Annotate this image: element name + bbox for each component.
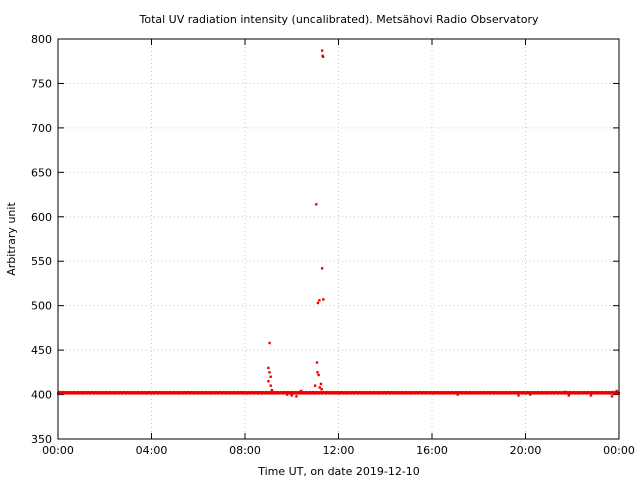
x-tick-label: 00:00 [42,444,74,457]
data-series [57,49,620,398]
data-point [269,384,272,387]
x-axis-ticks: 00:00 04:00 08:00 12:00 16:00 20:00 00:00 [42,39,635,457]
y-tick-label: 650 [31,166,52,179]
y-axis-ticks: 350 400 450 500 550 600 650 700 750 800 [31,33,619,446]
data-point [315,361,319,364]
data-point [267,380,270,383]
y-tick-label: 600 [31,211,52,224]
data-point [456,393,459,396]
x-tick-label: 16:00 [416,444,448,457]
data-point [316,301,320,305]
data-point [318,386,321,389]
data-point [299,389,303,393]
data-point [290,394,293,397]
data-point [269,375,272,378]
y-tick-label: 450 [31,344,52,357]
data-point [267,366,270,370]
y-tick-label: 400 [31,389,52,402]
data-point [528,393,532,396]
data-point [320,267,324,270]
data-point [313,384,317,387]
data-point [319,382,323,386]
y-tick-label: 350 [31,433,52,446]
data-point [268,341,271,345]
data-point [517,394,520,397]
data-point [268,371,271,374]
data-point [295,395,298,398]
y-tick-label: 550 [31,255,52,268]
data-point [270,388,274,392]
x-tick-label: 00:00 [603,444,635,457]
data-point [321,55,325,58]
data-point [564,390,567,394]
data-point [610,395,614,398]
y-tick-label: 500 [31,300,52,313]
data-point [615,389,618,393]
y-axis-label: Arbitrary unit [5,202,18,276]
plot-frame [57,38,620,440]
x-tick-label: 04:00 [136,444,168,457]
x-tick-label: 12:00 [323,444,355,457]
y-tick-label: 700 [31,122,52,135]
data-point [567,394,570,397]
data-point [589,394,593,397]
y-tick-label: 750 [31,77,52,90]
data-point [316,371,319,374]
data-point [285,393,289,396]
x-tick-label: 08:00 [229,444,261,457]
x-axis-label: Time UT, on date 2019-12-10 [257,465,420,478]
grid-lines [58,39,619,439]
y-tick-label: 800 [31,33,52,46]
x-tick-label: 20:00 [510,444,542,457]
data-point [320,388,323,391]
chart-title: Total UV radiation intensity (uncalibrat… [139,13,539,26]
data-point [318,299,321,302]
data-point [317,373,320,377]
data-point [322,298,325,301]
data-point [315,203,318,206]
data-point [320,49,324,52]
